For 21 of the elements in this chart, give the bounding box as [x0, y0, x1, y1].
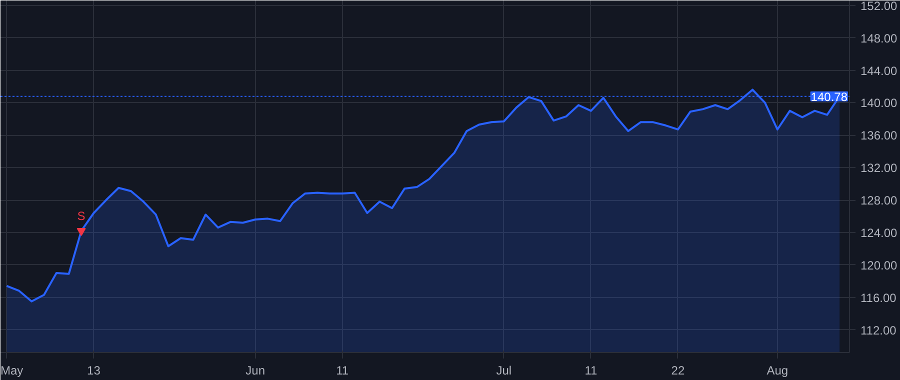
y-tick-label: 124.00 — [860, 226, 898, 240]
x-tick-label: 22 — [671, 364, 685, 378]
x-tick-label: May — [0, 364, 24, 378]
x-tick-label: Aug — [766, 364, 788, 378]
y-tick-label: 128.00 — [860, 194, 898, 208]
y-tick-label: 140.00 — [860, 96, 898, 110]
ref-line-label: 140.78 — [810, 90, 848, 104]
y-tick-label: 120.00 — [860, 258, 898, 272]
y-tick-label: 144.00 — [860, 64, 898, 78]
x-tick-label: 13 — [87, 364, 101, 378]
y-tick-label: 136.00 — [860, 128, 898, 143]
x-tick-label: 11 — [584, 364, 598, 378]
x-tick-label: 11 — [336, 364, 349, 378]
y-tick-label: 112.00 — [860, 323, 897, 338]
y-tick-label: 132.00 — [860, 161, 898, 176]
y-tick-label: 116.00 — [860, 290, 897, 305]
x-tick-label: Jun — [246, 364, 266, 378]
y-tick-label: 148.00 — [860, 31, 898, 46]
x-tick-label: Jul — [496, 364, 512, 378]
y-tick-label: 152.00 — [860, 0, 898, 13]
annotation: S — [77, 208, 86, 223]
